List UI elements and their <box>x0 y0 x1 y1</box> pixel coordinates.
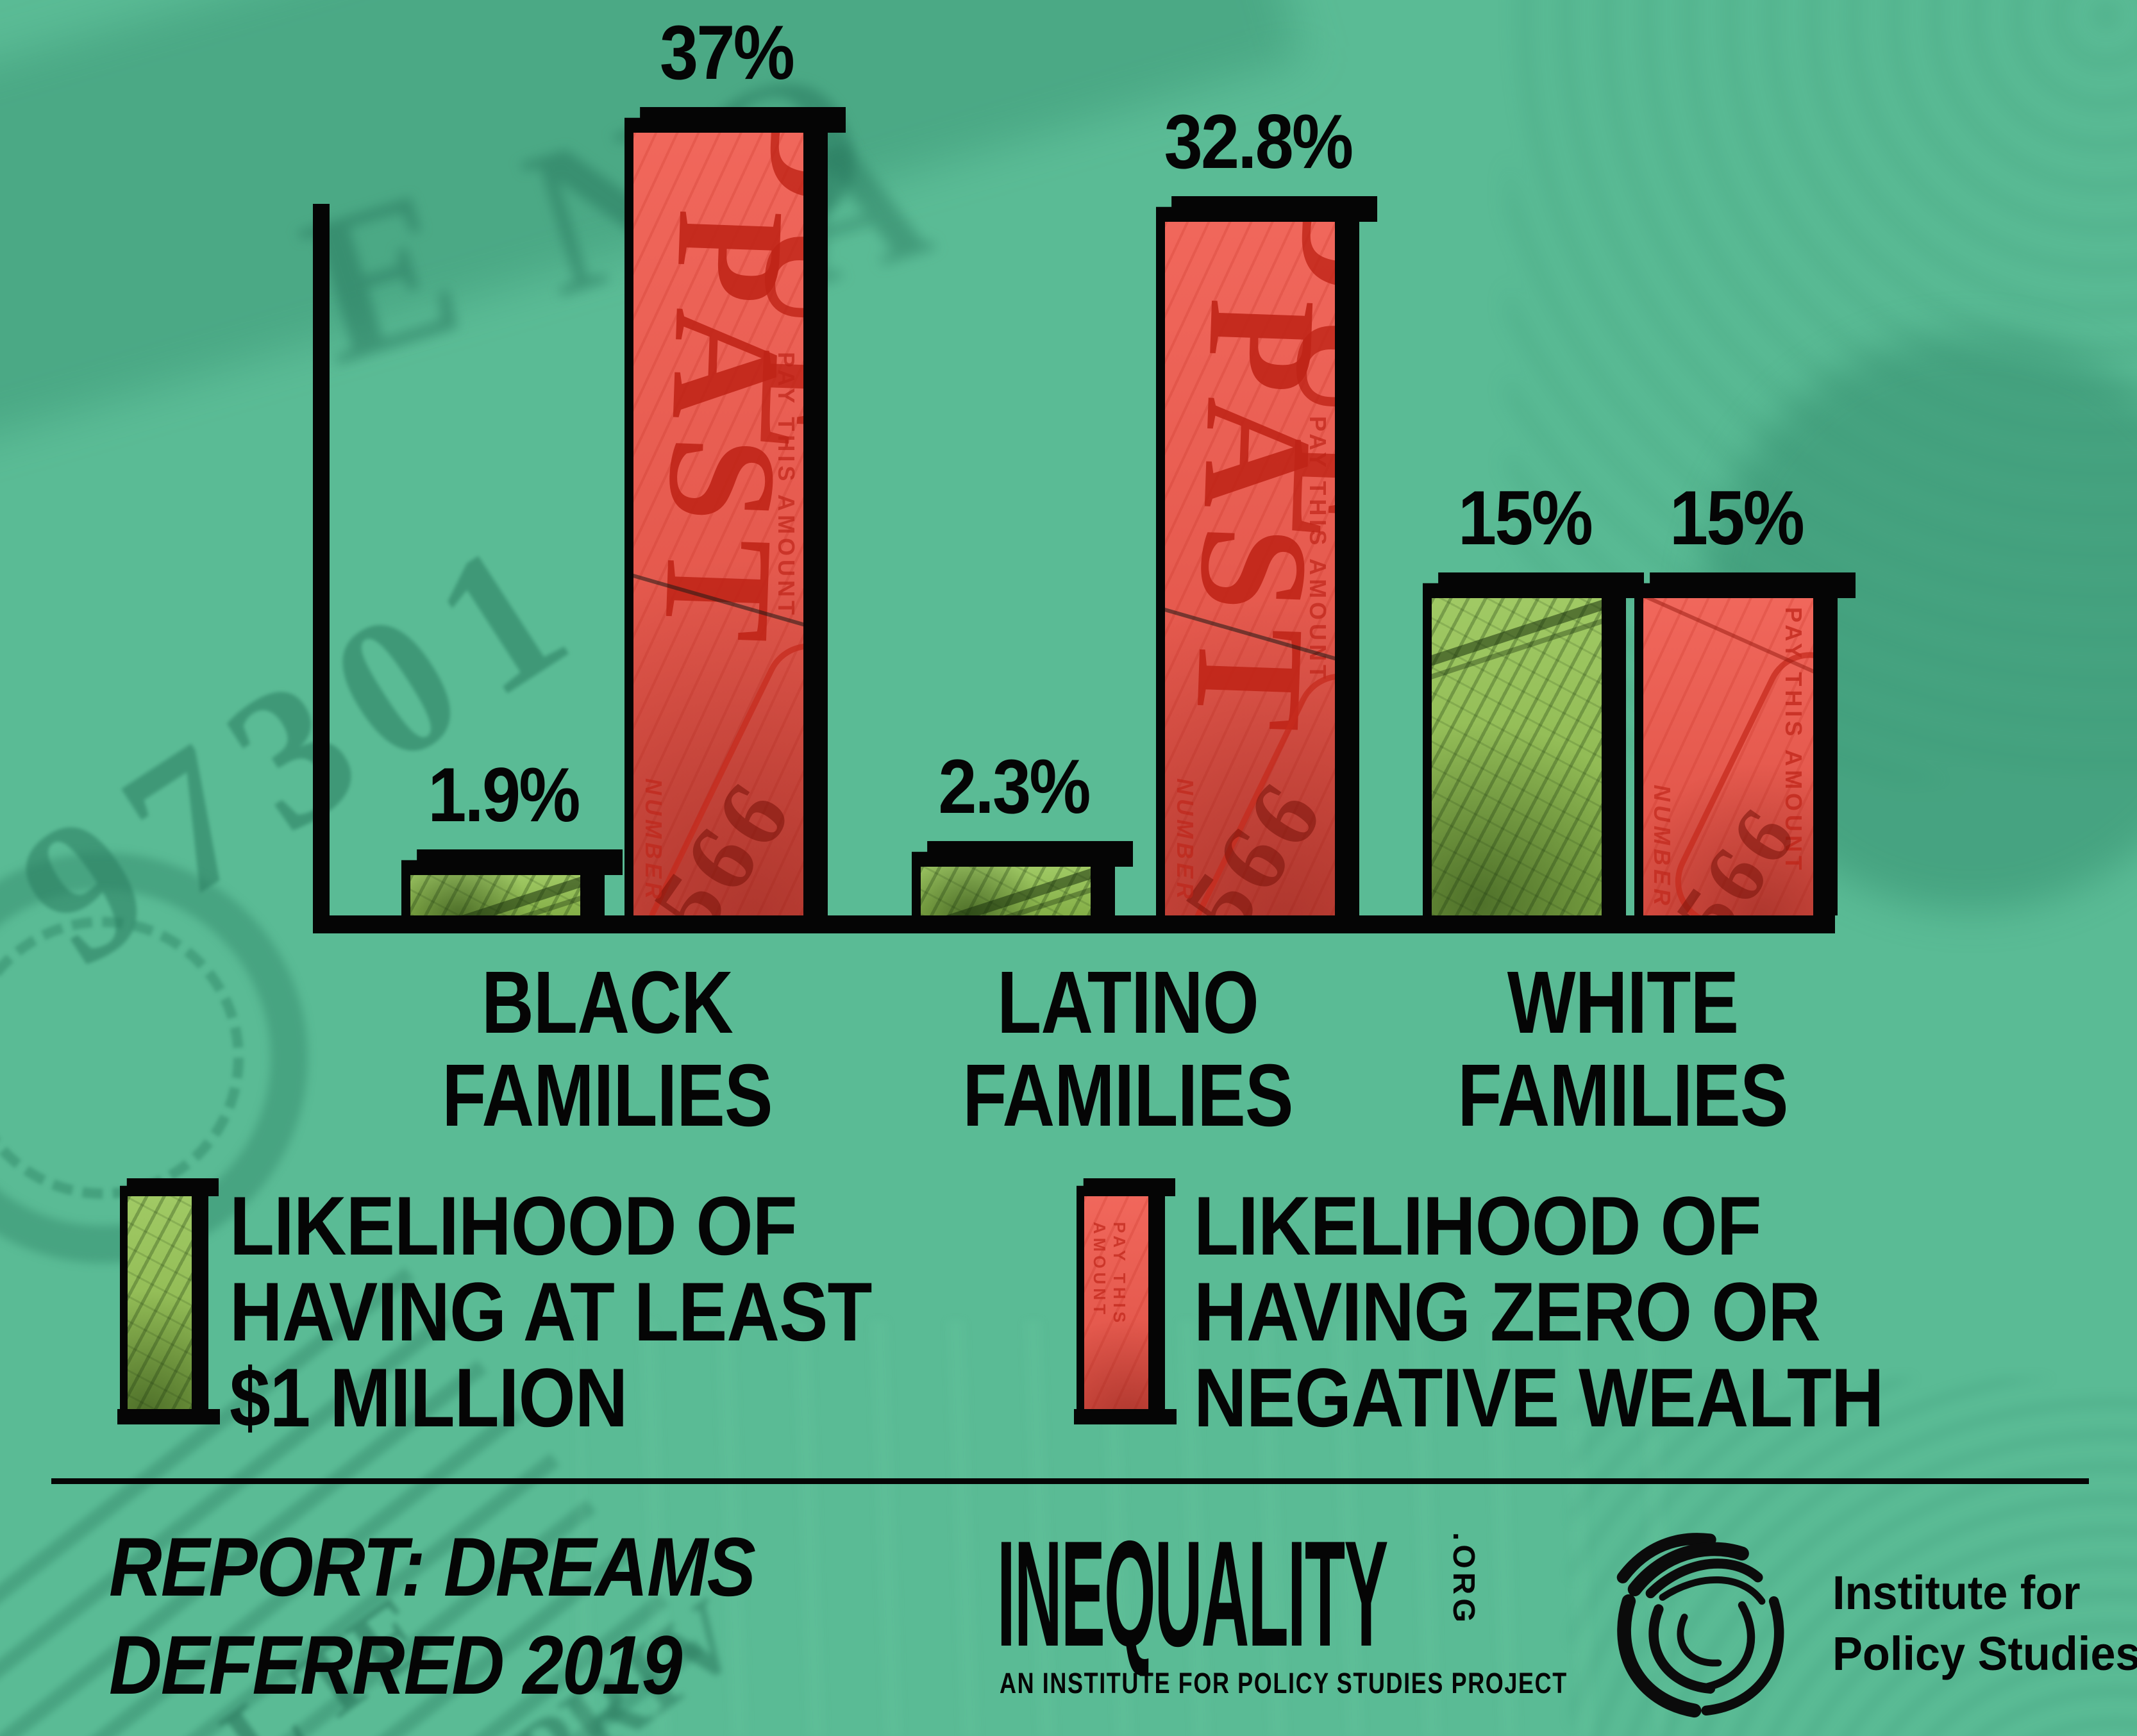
legend-swatch-red: PAY THIS AMOUNT <box>1074 1178 1177 1424</box>
bar-value-label-black-red: 37% <box>659 10 794 96</box>
legend-text-red: LIKELIHOOD OF HAVING ZERO OR NEGATIVE WEAL… <box>1194 1183 1977 1441</box>
bar-ink-frame: PAST DUE PAY THIS AMOUNT 2566 NUMBER <box>624 133 828 915</box>
bar-value-label-white-red: 15% <box>1669 475 1804 561</box>
bar-latino-green <box>912 841 1133 915</box>
category-label-latino: LATINO FAMILIES <box>926 956 1329 1142</box>
bar-ink-frame <box>1423 598 1626 915</box>
report-title-line-1: REPORT: DREAMS <box>109 1520 756 1614</box>
ips-name: Institute for Policy Studies <box>1832 1563 2137 1684</box>
category-label-line: FAMILIES <box>1457 1046 1788 1145</box>
legend-text-green: LIKELIHOOD OF HAVING AT LEAST $1 MILLION <box>230 1183 959 1441</box>
bar-ink-cap <box>1423 572 1644 598</box>
bar-fill-green <box>1432 598 1602 915</box>
legend-swatch-base <box>1074 1409 1177 1424</box>
ips-logo-block: Institute for Policy Studies <box>1603 1526 2137 1724</box>
y-axis-line <box>313 204 330 933</box>
category-label-line: BLACK <box>481 953 733 1052</box>
category-label-line: FAMILIES <box>441 1046 773 1145</box>
category-label-black: BLACK FAMILIES <box>405 956 808 1142</box>
legend-line: HAVING ZERO OR <box>1194 1264 1821 1358</box>
legend-line: HAVING AT LEAST <box>230 1264 872 1358</box>
bar-ink-cap <box>1634 572 1856 598</box>
legend-swatch-green <box>117 1178 220 1424</box>
ips-swirl-icon <box>1616 1533 1784 1718</box>
legend-line: LIKELIHOOD OF <box>230 1179 798 1273</box>
inequality-logo: INEQUALITY .ORG AN INSTITUTE FOR POLICY … <box>997 1509 1574 1699</box>
legend-line: $1 MILLION <box>230 1350 628 1444</box>
legend-swatch-cap <box>1077 1178 1175 1196</box>
bar-ink-frame <box>912 867 1115 915</box>
ips-name-line-1: Institute for <box>1832 1566 2081 1619</box>
bar-fill-green <box>921 867 1091 915</box>
legend-line: LIKELIHOOD OF <box>1194 1179 1762 1273</box>
bar-fill-red: PAST DUE PAY THIS AMOUNT 2566 NUMBER <box>633 133 803 915</box>
category-label-line: WHITE <box>1507 953 1738 1052</box>
inequality-wordmark: INEQUALITY <box>997 1509 1388 1678</box>
bar-ink-frame: PAY THIS AMOUNT 2566 NUMBER <box>1634 598 1838 915</box>
legend-swatch-fill <box>128 1196 192 1421</box>
bar-fill-green <box>410 875 580 915</box>
x-axis-baseline <box>313 915 1835 933</box>
legend-swatch-cap <box>120 1178 219 1196</box>
bar-black-green <box>401 849 623 915</box>
bar-ink-cap <box>912 841 1133 867</box>
bar-white-green <box>1423 572 1644 915</box>
legend-swatch-base <box>117 1409 220 1424</box>
bar-value-label-white-green: 15% <box>1457 475 1593 561</box>
inequality-subtitle: AN INSTITUTE FOR POLICY STUDIES PROJECT <box>1000 1667 1568 1699</box>
bar-value-label-black-green: 1.9% <box>427 752 580 838</box>
report-title: REPORT: DREAMS DEFERRED 2019 <box>109 1518 842 1715</box>
bar-ink-cap <box>1156 196 1377 222</box>
bar-black-red: PAST DUE PAY THIS AMOUNT 2566 NUMBER <box>624 107 846 915</box>
legend-swatch-frame <box>120 1196 208 1421</box>
bar-fill-red: PAY THIS AMOUNT 2566 NUMBER <box>1643 598 1813 915</box>
category-label-line: FAMILIES <box>962 1046 1293 1145</box>
bar-white-red: PAY THIS AMOUNT 2566 NUMBER <box>1634 572 1856 915</box>
category-label-line: LATINO <box>997 953 1259 1052</box>
bar-ink-frame <box>401 875 605 915</box>
inequality-org-label: .ORG <box>1446 1532 1480 1626</box>
ips-name-line-2: Policy Studies <box>1832 1626 2137 1680</box>
bar-ink-cap <box>401 849 623 875</box>
bar-value-label-latino-green: 2.3% <box>937 744 1091 830</box>
category-label-white: WHITE FAMILIES <box>1421 956 1823 1142</box>
report-title-line-2: DEFERRED 2019 <box>109 1618 682 1712</box>
bar-value-label-latino-red: 32.8% <box>1164 99 1353 185</box>
bar-ink-cap <box>624 107 846 133</box>
legend-line: NEGATIVE WEALTH <box>1194 1350 1884 1444</box>
legend-swatch-frame: PAY THIS AMOUNT <box>1077 1196 1165 1421</box>
footer-divider <box>51 1478 2089 1484</box>
